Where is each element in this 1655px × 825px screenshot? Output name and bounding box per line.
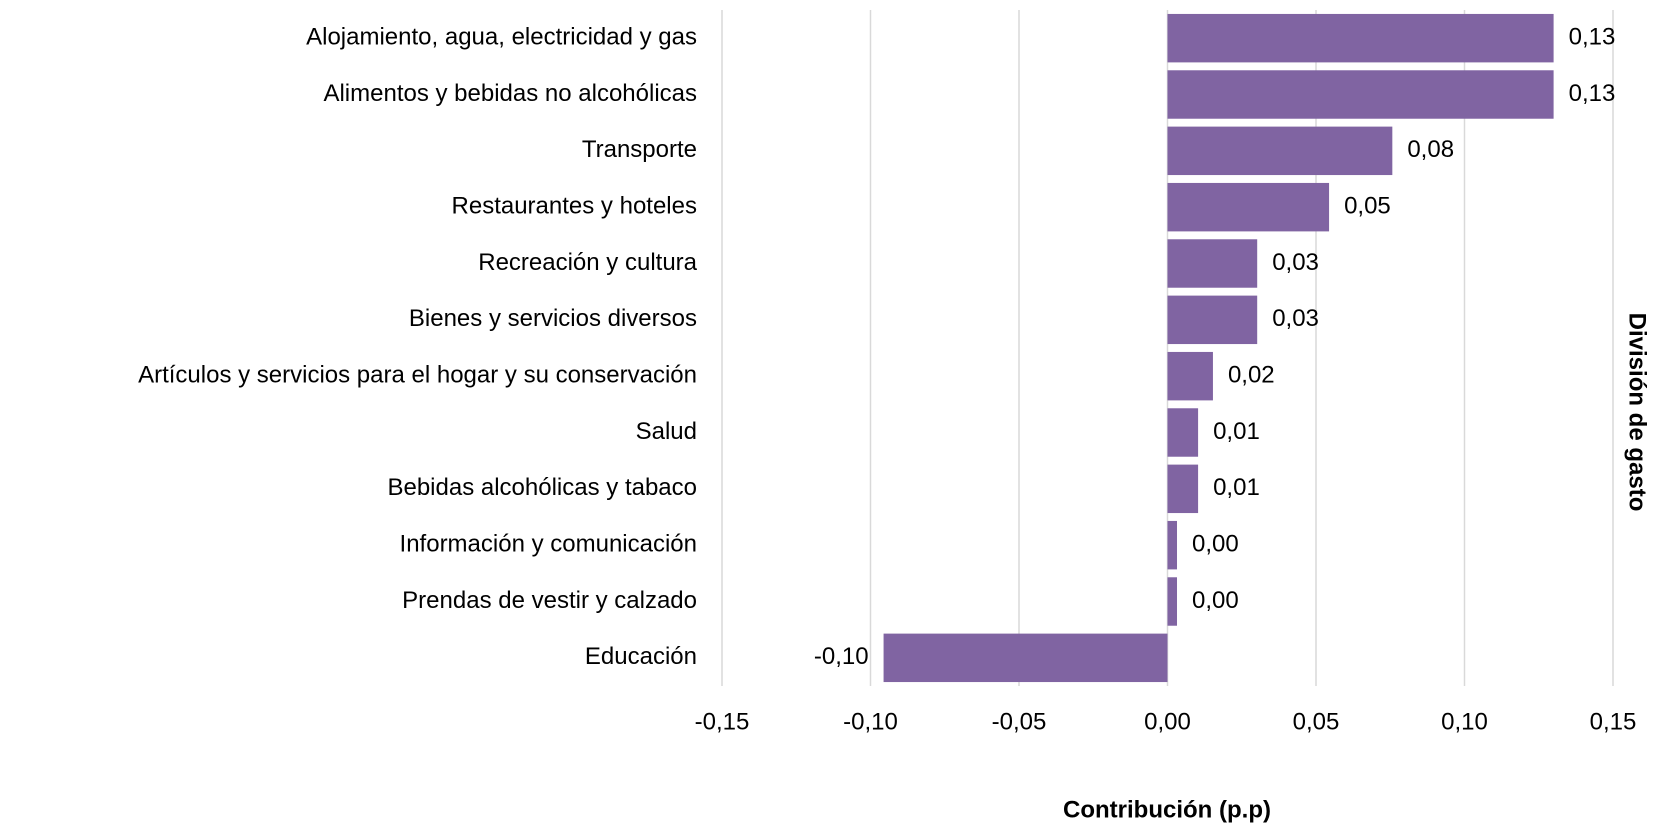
- value-label: 0,01: [1213, 474, 1260, 501]
- y-tick-label: Transporte: [582, 136, 697, 163]
- bar: [883, 633, 1168, 683]
- bar: [1167, 13, 1554, 63]
- y-tick-label: Salud: [636, 418, 697, 445]
- bar: [1167, 126, 1393, 176]
- y-tick-label: Artículos y servicios para el hogar y su…: [138, 362, 697, 389]
- value-label: 0,08: [1407, 136, 1454, 163]
- x-tick-label: -0,05: [992, 708, 1047, 735]
- bar: [1167, 408, 1199, 457]
- value-label: 0,01: [1213, 418, 1260, 445]
- value-label: 0,13: [1569, 80, 1616, 107]
- value-label: 0,03: [1272, 305, 1319, 332]
- x-tick-label: 0,00: [1144, 708, 1191, 735]
- bar: [1167, 577, 1178, 626]
- y-tick-label: Recreación y cultura: [478, 249, 697, 276]
- y-tick-label: Bebidas alcohólicas y tabaco: [387, 474, 697, 501]
- y-tick-label: Alimentos y bebidas no alcohólicas: [323, 80, 697, 107]
- value-label: 0,03: [1272, 249, 1319, 276]
- y-tick-label: Prendas de vestir y calzado: [402, 587, 697, 614]
- value-label: 0,05: [1344, 193, 1391, 220]
- x-tick-label: -0,15: [695, 708, 750, 735]
- y-tick-label: Información y comunicación: [400, 531, 697, 558]
- x-tick-label: -0,10: [843, 708, 898, 735]
- y-tick-label: Restaurantes y hoteles: [452, 193, 697, 220]
- x-tick-label: 0,15: [1590, 708, 1637, 735]
- bar: [1167, 464, 1199, 514]
- y-tick-label: Alojamiento, agua, electricidad y gas: [306, 24, 697, 51]
- bar: [1167, 239, 1258, 288]
- bar: [1167, 351, 1213, 401]
- value-label: 0,00: [1192, 587, 1239, 614]
- value-label: -0,10: [814, 643, 869, 670]
- x-tick-label: 0,05: [1293, 708, 1340, 735]
- bar: [1167, 182, 1330, 232]
- y-axis-title: División de gasto: [1624, 313, 1651, 512]
- x-tick-label: 0,10: [1441, 708, 1488, 735]
- value-label: 0,13: [1569, 24, 1616, 51]
- value-label: 0,00: [1192, 531, 1239, 558]
- bar: [1167, 70, 1554, 119]
- y-tick-label: Bienes y servicios diversos: [409, 305, 697, 332]
- x-axis-title: Contribución (p.p): [1063, 796, 1271, 823]
- bar: [1167, 295, 1258, 345]
- y-tick-label: Educación: [585, 643, 697, 670]
- value-label: 0,02: [1228, 362, 1275, 389]
- bar: [1167, 520, 1178, 570]
